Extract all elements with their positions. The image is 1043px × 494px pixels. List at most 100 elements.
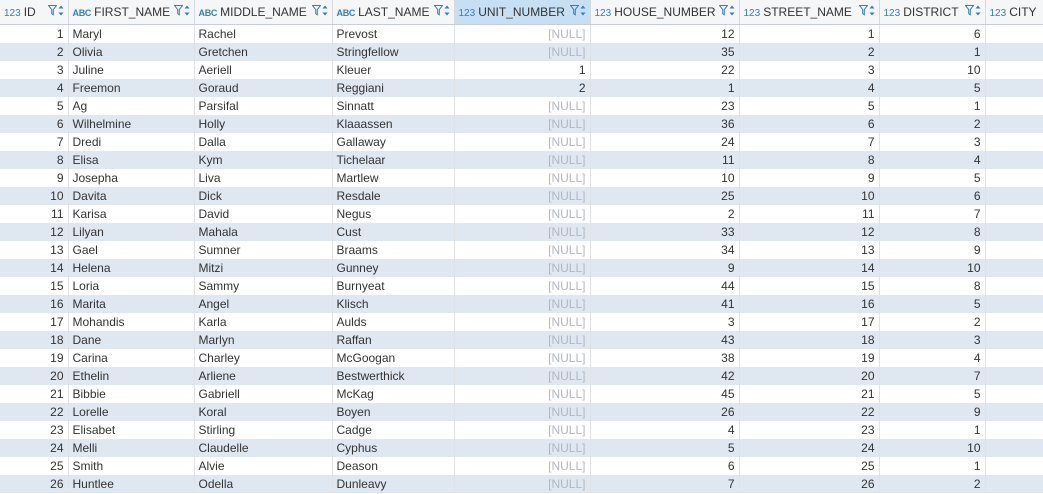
cell-house-number[interactable]: 34 bbox=[590, 241, 740, 259]
cell-unit-number[interactable]: [NULL] bbox=[454, 313, 591, 331]
cell-city[interactable] bbox=[985, 385, 1043, 403]
cell-street-name[interactable]: 22 bbox=[739, 403, 880, 421]
cell-street-name[interactable]: 21 bbox=[739, 385, 880, 403]
cell-last-name[interactable]: Klisch bbox=[332, 295, 455, 313]
cell-unit-number[interactable]: [NULL] bbox=[454, 115, 591, 133]
table-row[interactable]: 8 Elisa Kym Tichelaar [NULL] 11 8 4 bbox=[0, 151, 1043, 169]
cell-city[interactable] bbox=[985, 151, 1043, 169]
table-row[interactable]: 1 Maryl Rachel Prevost [NULL] 12 1 6 bbox=[0, 24, 1043, 43]
cell-id[interactable]: 4 bbox=[0, 79, 69, 97]
cell-middle-name[interactable]: Aeriell bbox=[194, 61, 333, 79]
cell-district[interactable]: 7 bbox=[879, 205, 986, 223]
cell-id[interactable]: 10 bbox=[0, 187, 69, 205]
cell-street-name[interactable]: 23 bbox=[739, 421, 880, 439]
cell-id[interactable]: 7 bbox=[0, 133, 69, 151]
table-row[interactable]: 23 Elisabet Stirling Cadge [NULL] 4 23 1 bbox=[0, 421, 1043, 439]
cell-street-name[interactable]: 1 bbox=[739, 24, 880, 43]
cell-house-number[interactable]: 11 bbox=[590, 151, 740, 169]
cell-last-name[interactable]: Cyphus bbox=[332, 439, 455, 457]
cell-first-name[interactable]: Huntlee bbox=[68, 475, 195, 493]
cell-city[interactable] bbox=[985, 241, 1043, 259]
cell-district[interactable]: 10 bbox=[879, 439, 986, 457]
cell-last-name[interactable]: Deason bbox=[332, 457, 455, 475]
cell-district[interactable]: 10 bbox=[879, 61, 986, 79]
cell-middle-name[interactable]: Charley bbox=[194, 349, 333, 367]
cell-street-name[interactable]: 17 bbox=[739, 313, 880, 331]
cell-id[interactable]: 19 bbox=[0, 349, 69, 367]
table-row[interactable]: 6 Wilhelmine Holly Klaaassen [NULL] 36 6 2 bbox=[0, 115, 1043, 133]
cell-city[interactable] bbox=[985, 259, 1043, 277]
sort-icon[interactable] bbox=[184, 5, 190, 16]
cell-district[interactable]: 9 bbox=[879, 403, 986, 421]
cell-district[interactable]: 6 bbox=[879, 24, 986, 43]
cell-city[interactable] bbox=[985, 313, 1043, 331]
cell-street-name[interactable]: 5 bbox=[739, 97, 880, 115]
cell-id[interactable]: 24 bbox=[0, 439, 69, 457]
cell-last-name[interactable]: McGoogan bbox=[332, 349, 455, 367]
table-row[interactable]: 15 Loria Sammy Burnyeat [NULL] 44 15 8 bbox=[0, 277, 1043, 295]
cell-id[interactable]: 25 bbox=[0, 457, 69, 475]
table-row[interactable]: 14 Helena Mitzi Gunney [NULL] 9 14 10 bbox=[0, 259, 1043, 277]
cell-unit-number[interactable]: [NULL] bbox=[454, 259, 591, 277]
cell-district[interactable]: 1 bbox=[879, 43, 986, 61]
cell-house-number[interactable]: 44 bbox=[590, 277, 740, 295]
cell-middle-name[interactable]: Gretchen bbox=[194, 43, 333, 61]
cell-middle-name[interactable]: Dick bbox=[194, 187, 333, 205]
cell-district[interactable]: 1 bbox=[879, 97, 986, 115]
cell-street-name[interactable]: 8 bbox=[739, 151, 880, 169]
cell-id[interactable]: 12 bbox=[0, 223, 69, 241]
cell-house-number[interactable]: 26 bbox=[590, 403, 740, 421]
cell-city[interactable] bbox=[985, 187, 1043, 205]
cell-street-name[interactable]: 4 bbox=[739, 79, 880, 97]
cell-house-number[interactable]: 45 bbox=[590, 385, 740, 403]
cell-middle-name[interactable]: Stirling bbox=[194, 421, 333, 439]
filter-icon[interactable] bbox=[47, 5, 57, 16]
cell-street-name[interactable]: 15 bbox=[739, 277, 880, 295]
column-header-district[interactable]: 123 DISTRICT bbox=[879, 0, 986, 25]
table-row[interactable]: 5 Ag Parsifal Sinnatt [NULL] 23 5 1 bbox=[0, 97, 1043, 115]
cell-id[interactable]: 15 bbox=[0, 277, 69, 295]
cell-unit-number[interactable]: [NULL] bbox=[454, 277, 591, 295]
cell-street-name[interactable]: 6 bbox=[739, 115, 880, 133]
cell-street-name[interactable]: 12 bbox=[739, 223, 880, 241]
cell-unit-number[interactable]: [NULL] bbox=[454, 223, 591, 241]
table-row[interactable]: 22 Lorelle Koral Boyen [NULL] 26 22 9 bbox=[0, 403, 1043, 421]
cell-first-name[interactable]: Wilhelmine bbox=[68, 115, 195, 133]
sort-icon[interactable] bbox=[444, 5, 450, 16]
cell-district[interactable]: 8 bbox=[879, 277, 986, 295]
filter-icon[interactable] bbox=[173, 5, 183, 16]
cell-id[interactable]: 17 bbox=[0, 313, 69, 331]
cell-last-name[interactable]: Kleuer bbox=[332, 61, 455, 79]
cell-middle-name[interactable]: Angel bbox=[194, 295, 333, 313]
table-row[interactable]: 18 Dane Marlyn Raffan [NULL] 43 18 3 bbox=[0, 331, 1043, 349]
cell-first-name[interactable]: Ethelin bbox=[68, 367, 195, 385]
cell-street-name[interactable]: 25 bbox=[739, 457, 880, 475]
cell-city[interactable] bbox=[985, 457, 1043, 475]
cell-last-name[interactable]: Aulds bbox=[332, 313, 455, 331]
column-header-city[interactable]: 123 CITY bbox=[985, 0, 1043, 25]
cell-city[interactable] bbox=[985, 367, 1043, 385]
cell-district[interactable]: 9 bbox=[879, 241, 986, 259]
cell-first-name[interactable]: Dredi bbox=[68, 133, 195, 151]
cell-last-name[interactable]: Resdale bbox=[332, 187, 455, 205]
cell-city[interactable] bbox=[985, 223, 1043, 241]
cell-middle-name[interactable]: Goraud bbox=[194, 79, 333, 97]
cell-house-number[interactable]: 33 bbox=[590, 223, 740, 241]
cell-unit-number[interactable]: [NULL] bbox=[454, 475, 591, 493]
cell-district[interactable]: 5 bbox=[879, 385, 986, 403]
cell-unit-number[interactable]: 1 bbox=[454, 61, 591, 79]
cell-street-name[interactable]: 13 bbox=[739, 241, 880, 259]
cell-unit-number[interactable]: [NULL] bbox=[454, 43, 591, 61]
cell-house-number[interactable]: 3 bbox=[590, 313, 740, 331]
cell-middle-name[interactable]: Dalla bbox=[194, 133, 333, 151]
cell-district[interactable]: 3 bbox=[879, 331, 986, 349]
cell-unit-number[interactable]: [NULL] bbox=[454, 421, 591, 439]
cell-id[interactable]: 16 bbox=[0, 295, 69, 313]
table-row[interactable]: 25 Smith Alvie Deason [NULL] 6 25 1 bbox=[0, 457, 1043, 475]
cell-id[interactable]: 20 bbox=[0, 367, 69, 385]
cell-first-name[interactable]: Elisabet bbox=[68, 421, 195, 439]
cell-house-number[interactable]: 22 bbox=[590, 61, 740, 79]
cell-house-number[interactable]: 2 bbox=[590, 205, 740, 223]
cell-first-name[interactable]: Josepha bbox=[68, 169, 195, 187]
cell-last-name[interactable]: Cadge bbox=[332, 421, 455, 439]
